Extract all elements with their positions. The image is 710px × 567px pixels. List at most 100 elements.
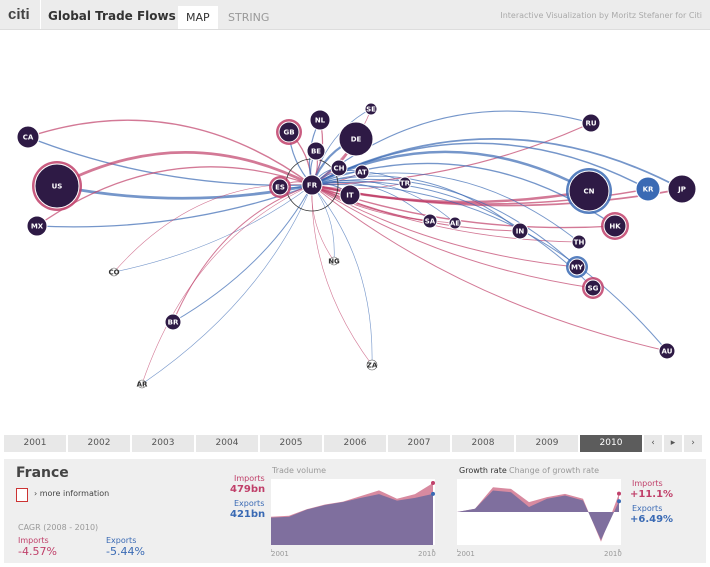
exports-area	[457, 490, 619, 541]
play-button[interactable]: ▸	[664, 435, 682, 452]
import-flow	[311, 184, 373, 366]
country-code: IN	[516, 228, 525, 236]
country-code: RU	[585, 120, 596, 128]
country-node-nl[interactable]: NL	[309, 109, 331, 131]
country-node-hk[interactable]: HK	[601, 212, 629, 240]
cagr-exports-value: -5.44%	[106, 545, 145, 558]
trade-map[interactable]: CA US MX CO AR BR GB NL SE BE DE CH ES FR AT IT TR NG ZA SA…	[0, 30, 710, 430]
year-2002[interactable]: 2002	[68, 435, 130, 452]
country-node-us[interactable]: US	[32, 161, 82, 211]
country-node-tr[interactable]: TR	[398, 176, 412, 190]
country-node-ar[interactable]: AR	[137, 379, 148, 389]
country-node-cn[interactable]: CN	[566, 168, 612, 214]
country-node-ru[interactable]: RU	[581, 113, 601, 133]
country-node-it[interactable]: IT	[339, 184, 361, 206]
country-node-ae[interactable]: AE	[448, 216, 462, 230]
growth-rate-chart[interactable]	[457, 479, 621, 563]
volume-x-start: 2001	[271, 550, 289, 558]
country-code: AE	[450, 220, 460, 228]
country-node-sa[interactable]: SA	[422, 213, 438, 229]
country-code: CN	[584, 188, 595, 196]
volume-imports-value: 479bn	[230, 484, 266, 495]
country-node-th[interactable]: TH	[571, 234, 587, 250]
exports-area	[271, 493, 433, 545]
country-code: SA	[425, 218, 436, 226]
country-code: CA	[23, 134, 34, 142]
country-node-au[interactable]: AU	[658, 342, 676, 360]
growth-x-start: 2001	[457, 550, 475, 558]
credit-text: Interactive Visualization by Moritz Stef…	[500, 11, 702, 20]
country-code: TR	[400, 180, 411, 188]
import-flow	[311, 184, 594, 289]
country-node-kr[interactable]: KR	[635, 176, 661, 202]
country-node-fr[interactable]: FR	[301, 174, 323, 196]
growth-exports-label: Exports	[632, 504, 663, 513]
year-2004[interactable]: 2004	[196, 435, 258, 452]
tab-map[interactable]: MAP	[178, 6, 218, 29]
export-flow	[311, 172, 580, 243]
year-2003[interactable]: 2003	[132, 435, 194, 452]
country-code: AT	[357, 169, 367, 177]
country-node-gb[interactable]: GB	[276, 119, 302, 145]
trade-volume-chart[interactable]	[271, 479, 435, 563]
country-code: CH	[334, 165, 345, 173]
country-node-br[interactable]: BR	[164, 313, 182, 331]
country-code: AR	[137, 381, 148, 389]
year-2006[interactable]: 2006	[324, 435, 386, 452]
tab-growth-rate[interactable]: Growth rate	[459, 466, 507, 475]
export-flow	[113, 184, 313, 273]
country-code: SG	[588, 285, 599, 293]
growth-x-end: 2010	[604, 550, 622, 558]
next-year-button[interactable]: ›	[684, 435, 702, 452]
country-node-my[interactable]: MY	[566, 256, 588, 278]
exports-dot	[431, 491, 435, 496]
export-flow	[311, 150, 590, 193]
country-node-za[interactable]: ZA	[366, 359, 378, 371]
country-code: ES	[275, 184, 285, 192]
country-code: US	[52, 183, 63, 191]
export-flow	[311, 184, 373, 366]
year-2008[interactable]: 2008	[452, 435, 514, 452]
year-2009[interactable]: 2009	[516, 435, 578, 452]
year-2005[interactable]: 2005	[260, 435, 322, 452]
country-code: DE	[351, 136, 362, 144]
citi-logo[interactable]: citi	[8, 6, 30, 23]
export-flow	[311, 184, 668, 352]
prev-year-button[interactable]: ‹	[644, 435, 662, 452]
country-node-mx[interactable]: MX	[26, 215, 48, 237]
year-2010[interactable]: 2010	[580, 435, 642, 452]
country-node-ch[interactable]: CH	[330, 159, 348, 177]
divider	[40, 0, 41, 29]
year-2001[interactable]: 2001	[4, 435, 66, 452]
country-code: CO	[108, 269, 119, 277]
country-node-ng[interactable]: NG	[328, 256, 340, 266]
pdf-icon[interactable]	[16, 488, 28, 502]
trade-volume-title: Trade volume	[272, 466, 327, 475]
country-node-jp[interactable]: JP	[667, 174, 697, 204]
country-node-in[interactable]: IN	[511, 222, 529, 240]
country-code: GB	[283, 129, 294, 137]
country-node-co[interactable]: CO	[108, 267, 120, 277]
exports-dot	[617, 499, 621, 504]
country-node-be[interactable]: BE	[306, 141, 326, 161]
country-node-ca[interactable]: CA	[16, 125, 40, 149]
year-2007[interactable]: 2007	[388, 435, 450, 452]
growth-imports-value: +11.1%	[630, 489, 674, 500]
tab-string[interactable]: STRING	[228, 11, 270, 24]
tab-change-of-growth-rate[interactable]: Change of growth rate	[509, 466, 600, 475]
country-code: NL	[315, 117, 326, 125]
export-flow	[172, 184, 313, 323]
country-node-de[interactable]: DE	[338, 121, 374, 157]
country-node-es[interactable]: ES	[269, 176, 291, 198]
volume-x-end: 2010	[418, 550, 436, 558]
export-flow	[311, 175, 521, 232]
country-node-sg[interactable]: SG	[582, 277, 604, 299]
country-node-at[interactable]: AT	[354, 164, 370, 180]
growth-exports-value: +6.49%	[630, 514, 674, 525]
import-flow	[311, 184, 683, 207]
country-code: AU	[662, 348, 673, 356]
volume-imports-label: Imports	[234, 474, 265, 483]
country-node-se[interactable]: SE	[364, 102, 378, 116]
country-code: TH	[574, 239, 585, 247]
more-information-link[interactable]: › more information	[34, 489, 110, 498]
